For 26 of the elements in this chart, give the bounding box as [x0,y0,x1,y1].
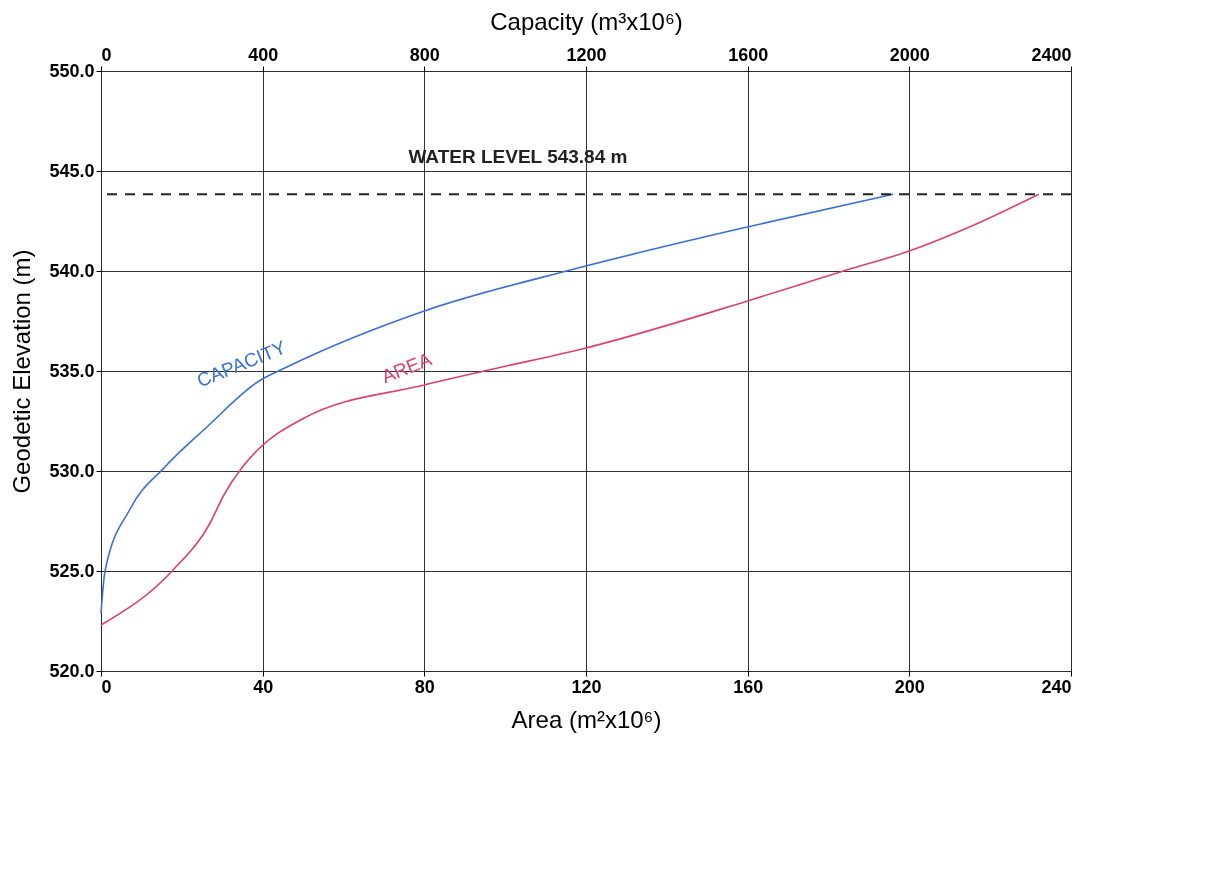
x-tick-label: 200 [894,676,925,697]
y-tick-label: 535.0 [49,360,95,381]
y-tick-label: 540.0 [49,260,95,281]
x2-tick-label: 400 [248,44,279,65]
text: AREA [378,348,435,388]
x2-axis-title: Capacity (m³x10⁶) [490,7,683,35]
y-tick-label: 530.0 [49,460,95,481]
y-tick-label: 525.0 [49,560,95,581]
x2-tick-label: 0 [101,44,112,65]
y-tick-label: 550.0 [49,60,95,81]
x2-tick-label: 2000 [889,44,930,65]
y-axis-title: Geodetic Elevation (m) [8,249,36,494]
x2-tick-label: 800 [409,44,440,65]
x-tick-label: 240 [1041,676,1072,697]
x-tick-label: 80 [414,676,435,697]
y-tick-label: 520.0 [49,660,95,681]
x-axis-title: Area (m²x10⁶) [511,705,662,733]
x-tick-label: 160 [733,676,764,697]
x2-tick-label: 1200 [566,44,607,65]
x-tick-label: 120 [571,676,602,697]
x2-tick-label: 2400 [1031,44,1072,65]
x-tick-label: 40 [253,676,274,697]
x2-tick-label: 1600 [728,44,769,65]
x-tick-label: 0 [101,676,112,697]
y-tick-label: 545.0 [49,160,95,181]
line-series [100,193,1040,626]
